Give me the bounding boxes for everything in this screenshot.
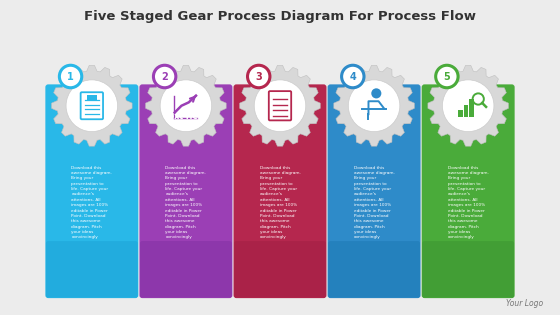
- Circle shape: [59, 65, 82, 88]
- Text: Download this
awesome diagram.
Bring your
presentation to
life. Capture your
aud: Download this awesome diagram. Bring you…: [448, 166, 488, 239]
- Text: Download this
awesome diagram.
Bring your
presentation to
life. Capture your
aud: Download this awesome diagram. Bring you…: [166, 166, 206, 239]
- FancyBboxPatch shape: [45, 84, 138, 298]
- Text: Download this
awesome diagram.
Bring your
presentation to
life. Capture your
aud: Download this awesome diagram. Bring you…: [72, 166, 112, 239]
- Text: Your Logo: Your Logo: [506, 299, 543, 308]
- Circle shape: [248, 65, 270, 88]
- Polygon shape: [146, 65, 226, 146]
- Text: Download this
awesome diagram.
Bring your
presentation to
life. Capture your
aud: Download this awesome diagram. Bring you…: [260, 166, 300, 239]
- Circle shape: [442, 80, 494, 132]
- FancyBboxPatch shape: [140, 241, 232, 298]
- Text: Five Staged Gear Process Diagram For Process Flow: Five Staged Gear Process Diagram For Pro…: [84, 10, 476, 23]
- FancyBboxPatch shape: [328, 84, 421, 298]
- FancyBboxPatch shape: [139, 84, 232, 298]
- FancyBboxPatch shape: [422, 84, 515, 298]
- FancyBboxPatch shape: [234, 241, 326, 298]
- Text: Text Here: Text Here: [70, 112, 114, 121]
- Polygon shape: [52, 65, 132, 146]
- FancyBboxPatch shape: [328, 241, 420, 298]
- Text: Text Here: Text Here: [352, 112, 396, 121]
- Text: 5: 5: [444, 72, 450, 82]
- FancyBboxPatch shape: [46, 241, 138, 298]
- FancyBboxPatch shape: [422, 241, 514, 298]
- Circle shape: [160, 80, 212, 132]
- Circle shape: [348, 80, 400, 132]
- FancyBboxPatch shape: [458, 110, 463, 117]
- Circle shape: [153, 65, 176, 88]
- Text: 2: 2: [161, 72, 168, 82]
- FancyBboxPatch shape: [87, 95, 97, 101]
- Text: 1: 1: [67, 72, 74, 82]
- Circle shape: [66, 80, 118, 132]
- Text: Download this
awesome diagram.
Bring your
presentation to
life. Capture your
aud: Download this awesome diagram. Bring you…: [354, 166, 394, 239]
- Text: Text Here: Text Here: [446, 112, 490, 121]
- Circle shape: [342, 65, 364, 88]
- FancyBboxPatch shape: [469, 99, 474, 117]
- Circle shape: [254, 80, 306, 132]
- Circle shape: [371, 88, 381, 98]
- Text: 4: 4: [349, 72, 356, 82]
- Polygon shape: [334, 65, 414, 146]
- Polygon shape: [428, 65, 508, 146]
- FancyBboxPatch shape: [234, 84, 326, 298]
- Text: Text Here: Text Here: [164, 112, 208, 121]
- Polygon shape: [240, 65, 320, 146]
- FancyBboxPatch shape: [464, 105, 468, 117]
- Text: 3: 3: [255, 72, 262, 82]
- Circle shape: [436, 65, 458, 88]
- Text: Text Here: Text Here: [258, 112, 302, 121]
